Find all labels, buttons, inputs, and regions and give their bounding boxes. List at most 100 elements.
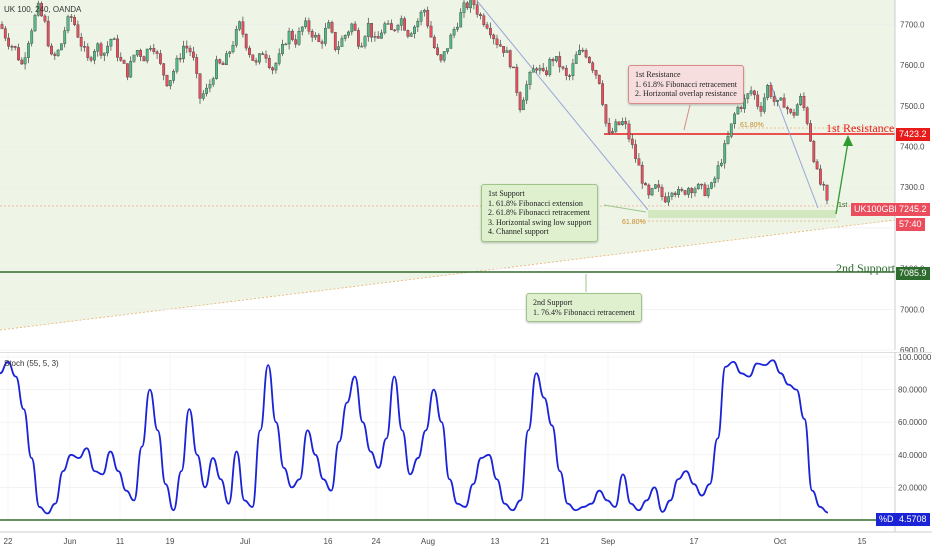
candle-body	[122, 60, 126, 64]
candle-body	[112, 38, 116, 41]
candle-body	[244, 34, 248, 49]
candle-body	[617, 121, 621, 125]
y-tick-label: 7400.0	[900, 143, 925, 152]
candle-body	[558, 56, 562, 68]
x-tick-label: 16	[324, 537, 333, 546]
candle-body	[584, 50, 588, 58]
candle-body	[706, 188, 710, 196]
candle-body	[46, 20, 50, 47]
candle-body	[561, 66, 565, 69]
callout-line: 1st Resistance	[635, 70, 681, 79]
candle-body	[489, 27, 492, 36]
candle-body	[383, 23, 387, 34]
candle-body	[340, 38, 344, 47]
candle-body	[165, 74, 169, 87]
callout-line: 1st Support	[488, 189, 525, 198]
candle-body	[802, 96, 806, 108]
candle-body	[360, 45, 364, 48]
candle-body	[116, 38, 119, 58]
candle-body	[538, 67, 542, 71]
second-support-price-tag: 7085.9	[896, 267, 930, 280]
candle-body	[700, 183, 704, 186]
candle-body	[687, 188, 690, 195]
candle-body	[234, 28, 238, 46]
candle-body	[548, 58, 552, 75]
candle-body	[564, 68, 568, 76]
candle-body	[690, 188, 694, 194]
candle-body	[696, 183, 700, 190]
candle-body	[555, 56, 558, 62]
first-support-mini-label: 1st	[838, 202, 848, 209]
price-candles	[0, 0, 829, 206]
candle-body	[357, 30, 360, 47]
candle-body	[442, 51, 446, 61]
y-tick-label: 40.0000	[898, 451, 927, 460]
candle-body	[248, 47, 251, 55]
candle-body	[251, 54, 255, 61]
x-tick-label: Jul	[240, 537, 250, 546]
candle-body	[825, 184, 829, 201]
candle-body	[92, 51, 96, 61]
candle-body	[502, 46, 505, 53]
candle-body	[73, 17, 77, 25]
y-tick-label: 7300.0	[900, 183, 925, 192]
x-tick-label: 13	[491, 537, 500, 546]
candle-body	[469, 0, 472, 9]
candle-body	[753, 90, 756, 96]
candle-body	[462, 2, 466, 13]
candle-body	[373, 36, 377, 38]
candle-body	[449, 34, 453, 49]
candle-body	[419, 11, 423, 22]
candle-body	[182, 45, 185, 59]
fib-projection-line-2	[769, 81, 819, 209]
candle-body	[456, 26, 459, 30]
candle-body	[96, 43, 100, 52]
candle-body	[591, 62, 595, 71]
candle-body	[13, 46, 17, 48]
candle-body	[446, 48, 449, 52]
candle-body	[201, 93, 205, 99]
x-tick-label: Jun	[64, 537, 77, 546]
candle-body	[673, 192, 677, 195]
candle-body	[63, 30, 67, 44]
candle-body	[195, 57, 199, 74]
stochastic-d-label: %D	[876, 513, 897, 526]
price-chart: 7700.07600.07500.07400.07300.07200.07100…	[0, 0, 925, 352]
x-tick-label: 24	[372, 537, 381, 546]
candle-body	[300, 26, 304, 32]
candle-body	[657, 184, 661, 188]
candle-body	[581, 49, 585, 52]
callout-line: 3. Horizontal swing low support	[488, 217, 592, 227]
candle-body	[776, 99, 779, 102]
countdown-tag: 57:40	[896, 218, 925, 231]
second-support-label: 2nd Support	[836, 261, 896, 275]
candle-body	[168, 80, 172, 87]
candle-body	[152, 48, 156, 52]
candle-body	[726, 136, 730, 144]
candle-body	[795, 104, 799, 116]
x-tick-label: Aug	[421, 537, 435, 546]
callout-line: 1. 76.4% Fibonacci retracement	[533, 307, 635, 317]
candle-body	[254, 60, 258, 63]
candle-body	[475, 4, 479, 15]
candle-body	[479, 14, 482, 16]
x-tick-label: 15	[858, 537, 867, 546]
candle-body	[683, 190, 687, 195]
candle-body	[224, 53, 228, 66]
candle-body	[40, 3, 44, 17]
candle-body	[505, 50, 509, 53]
callout-line: 1. 61.8% Fibonacci retracement	[635, 79, 737, 89]
candle-body	[343, 35, 347, 39]
candle-body	[353, 23, 357, 31]
candle-body	[390, 23, 393, 31]
candle-body	[403, 18, 406, 31]
candle-body	[287, 30, 291, 45]
candle-body	[644, 183, 647, 186]
candle-body	[89, 57, 93, 61]
candle-body	[429, 25, 433, 38]
candle-body	[611, 131, 614, 133]
candle-body	[76, 24, 80, 38]
candle-body	[667, 196, 671, 203]
candle-body	[241, 21, 245, 35]
candle-body	[158, 53, 162, 64]
